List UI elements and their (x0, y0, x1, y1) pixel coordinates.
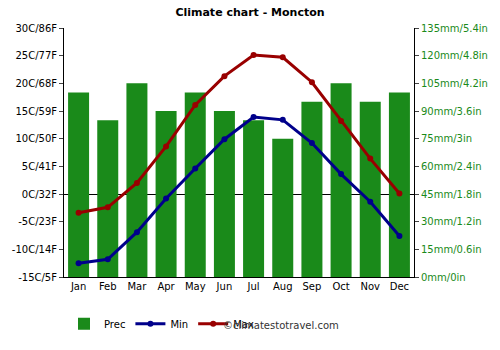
svg-text:15mm/0.6in: 15mm/0.6in (421, 244, 482, 255)
svg-text:Mar: Mar (127, 281, 147, 292)
svg-text:5C/41F: 5C/41F (22, 161, 57, 172)
svg-text:0mm/0in: 0mm/0in (421, 272, 466, 283)
svg-text:Min: Min (170, 319, 188, 330)
svg-text:Prec: Prec (104, 319, 125, 330)
svg-text:75mm/3in: 75mm/3in (421, 133, 472, 144)
svg-text:Dec: Dec (390, 281, 409, 292)
svg-text:Jul: Jul (247, 281, 260, 292)
svg-text:-15C/5F: -15C/5F (18, 272, 57, 283)
svg-text:30C/86F: 30C/86F (15, 23, 57, 34)
svg-text:Jun: Jun (216, 281, 233, 292)
svg-text:0C/32F: 0C/32F (22, 189, 57, 200)
svg-text:90mm/3.6in: 90mm/3.6in (421, 106, 482, 117)
svg-text:20C/68F: 20C/68F (15, 78, 57, 89)
svg-text:May: May (185, 281, 206, 292)
svg-text:Feb: Feb (99, 281, 117, 292)
svg-text:10C/50F: 10C/50F (15, 133, 57, 144)
svg-text:Climate chart - Moncton: Climate chart - Moncton (175, 6, 324, 19)
svg-text:15C/59F: 15C/59F (15, 106, 57, 117)
svg-text:Max: Max (233, 319, 254, 330)
svg-text:Nov: Nov (360, 281, 380, 292)
svg-text:-5C/23F: -5C/23F (18, 216, 57, 227)
svg-text:Oct: Oct (332, 281, 349, 292)
svg-text:Jan: Jan (70, 281, 86, 292)
svg-text:25C/77F: 25C/77F (15, 50, 57, 61)
svg-text:30mm/1.2in: 30mm/1.2in (421, 216, 482, 227)
svg-text:105mm/4.2in: 105mm/4.2in (421, 78, 488, 89)
svg-text:60mm/2.4in: 60mm/2.4in (421, 161, 482, 172)
svg-text:Apr: Apr (157, 281, 175, 292)
svg-text:©climatestotravel.com: ©climatestotravel.com (223, 320, 339, 331)
svg-text:135mm/5.4in: 135mm/5.4in (421, 23, 488, 34)
svg-text:Aug: Aug (273, 281, 293, 292)
svg-text:45mm/1.8in: 45mm/1.8in (421, 189, 482, 200)
svg-text:-10C/14F: -10C/14F (12, 244, 57, 255)
svg-text:120mm/4.8in: 120mm/4.8in (421, 50, 488, 61)
svg-text:Sep: Sep (302, 281, 321, 292)
